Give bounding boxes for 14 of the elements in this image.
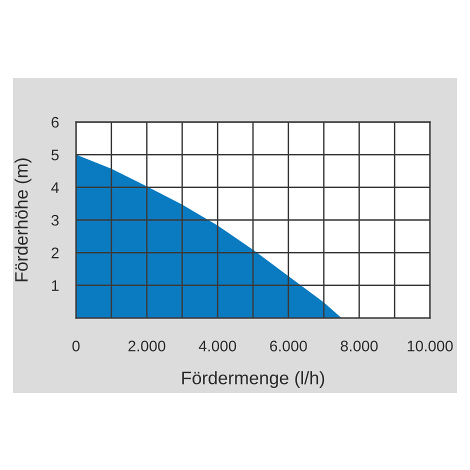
x-axis-title: Fördermenge (l/h) [182, 371, 324, 388]
x-tick-label: 2.000 [128, 340, 166, 352]
x-tick-label: 10.000 [408, 340, 453, 352]
y-axis-title: Förderhöhe (m) [14, 158, 32, 282]
x-tick-label: 4.000 [198, 340, 236, 352]
x-tick-label: 6.000 [270, 340, 307, 352]
y-tick-label: 5 [51, 150, 59, 160]
y-tick-label: 6 [52, 116, 59, 128]
y-tick-label: 3 [51, 214, 59, 226]
x-tick-label: 0 [72, 340, 80, 352]
x-tick-label: 8.000 [340, 340, 378, 352]
y-tick-label: 4 [51, 182, 59, 193]
y-tick-label: 2 [52, 248, 59, 258]
y-tick-label: 1 [52, 280, 59, 291]
